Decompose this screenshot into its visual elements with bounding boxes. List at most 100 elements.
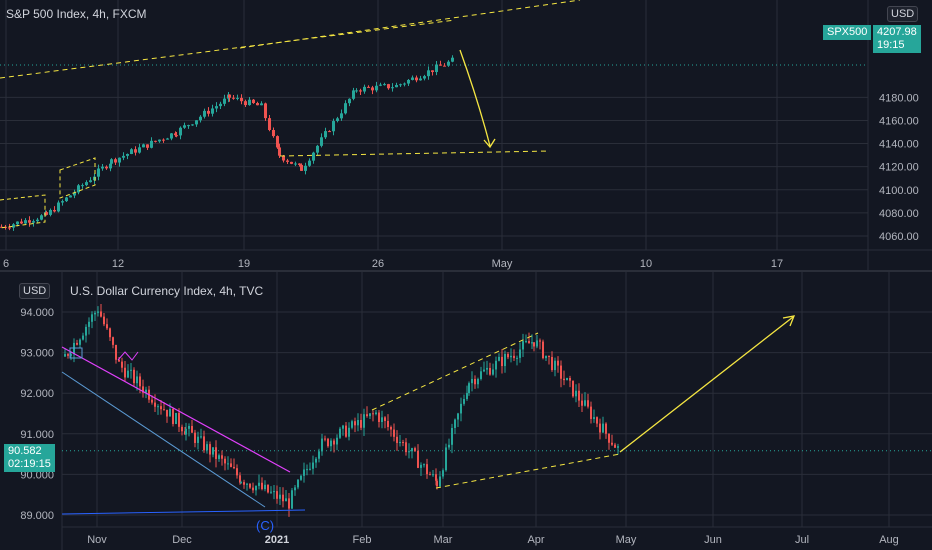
dxy-candle — [569, 378, 571, 381]
dxy-candle — [557, 360, 559, 366]
dxy-candle — [267, 484, 269, 493]
spx-candle — [73, 192, 76, 196]
pane-divider[interactable] — [0, 270, 932, 272]
dxy-chart-title: U.S. Dollar Currency Index, 4h, TVC — [70, 284, 264, 298]
dxy-candle — [124, 367, 126, 378]
dxy-chart-pane[interactable]: 89.000 90.000 91.000 92.000 93.000 94.000 Nov D… — [0, 272, 932, 550]
spx-chart-pane[interactable]: 4060.00 4080.00 4100.00 4120.00 4140.00 4160.… — [0, 0, 932, 270]
dxy-candle — [360, 420, 362, 428]
spx-candle — [85, 182, 88, 186]
dxy-candle — [330, 440, 332, 447]
spx-candle — [316, 145, 319, 153]
spx-candle — [0, 226, 3, 228]
dxy-candle — [587, 400, 589, 407]
spx-y-tick-label: 4120.00 — [879, 162, 919, 174]
dxy-candle — [445, 447, 447, 471]
dxy-candle — [507, 353, 509, 358]
dxy-candle — [73, 342, 75, 355]
spx-candle — [367, 86, 370, 88]
dxy-candle — [133, 369, 135, 384]
dxy-y-tick-label: 90.000 — [20, 469, 54, 481]
dxy-candle — [531, 342, 533, 344]
dxy-candle — [309, 468, 311, 470]
dxy-candle — [327, 438, 329, 447]
spx-y-tick-label: 4160.00 — [879, 115, 919, 127]
dxy-candle — [136, 376, 138, 384]
dxy-candle — [91, 314, 93, 322]
spx-candle — [290, 161, 293, 164]
dxy-candle — [411, 448, 413, 452]
spx-candle — [264, 103, 267, 119]
dxy-chart-canvas[interactable]: 89.000 90.000 91.000 92.000 93.000 94.000 Nov D… — [0, 272, 932, 550]
dxy-candle — [498, 356, 500, 361]
dxy-candle — [76, 342, 78, 345]
dxy-candle — [451, 427, 453, 445]
spx-candle — [138, 147, 141, 153]
dxy-candle — [548, 355, 550, 357]
dxy-countdown: 02:19:15 — [8, 458, 51, 470]
spx-candle — [134, 149, 137, 153]
spx-candle — [336, 118, 339, 122]
dxy-candle — [218, 455, 220, 459]
spx-candle — [415, 77, 418, 81]
spx-x-tick-label: 12 — [112, 258, 124, 270]
dxy-y-tick-label: 94.000 — [20, 307, 54, 319]
dxy-candle — [188, 426, 190, 429]
spx-candle — [154, 140, 157, 142]
dxy-candle — [348, 427, 350, 437]
dxy-candle — [590, 406, 592, 419]
spx-candle — [443, 65, 446, 67]
dxy-candle — [504, 353, 506, 367]
dxy-candle — [420, 464, 422, 468]
dxy-candle — [387, 420, 389, 428]
dxy-candle — [175, 412, 177, 424]
spx-wedge-outer-line — [239, 0, 581, 49]
dxy-candle — [258, 482, 260, 486]
spx-candle — [211, 108, 214, 114]
spx-early-channel-2 — [59, 157, 96, 199]
dxy-candle — [486, 367, 488, 370]
spx-candle — [16, 221, 19, 225]
dxy-candle — [510, 355, 512, 358]
dxy-channel-lower-line — [435, 453, 621, 489]
dxy-candle — [151, 399, 153, 403]
spx-x-tick-label: 26 — [372, 258, 384, 270]
spx-candle — [308, 160, 311, 166]
spx-candle — [175, 135, 178, 137]
spx-candle — [191, 124, 194, 126]
spx-candle — [89, 180, 92, 183]
dxy-candle — [399, 442, 401, 444]
dxy-candle — [608, 433, 610, 443]
dxy-candle — [118, 359, 120, 362]
spx-candle — [268, 118, 271, 131]
dxy-currency-badge[interactable]: USD — [19, 283, 51, 299]
spx-chart-canvas[interactable]: 4060.00 4080.00 4100.00 4120.00 4140.00 4160.… — [0, 0, 932, 270]
spx-currency-badge[interactable]: USD — [887, 6, 919, 22]
spx-candle — [179, 127, 182, 136]
spx-wedge-upper-line — [0, 19, 456, 79]
dxy-candle — [321, 438, 323, 452]
dxy-x-tick-label: Aug — [879, 534, 899, 546]
spx-candle — [387, 84, 390, 89]
spx-candle — [195, 120, 198, 125]
spx-candle — [340, 113, 343, 119]
spx-candle — [244, 101, 247, 106]
dxy-wave-marker — [117, 351, 139, 361]
spx-candle — [256, 103, 259, 106]
spx-candle — [215, 106, 218, 109]
spx-candle — [57, 202, 60, 212]
dxy-candle — [495, 360, 497, 370]
dxy-candle — [460, 403, 462, 414]
dxy-candle — [197, 436, 199, 443]
spx-candle — [49, 209, 52, 215]
dxy-candle — [127, 370, 129, 378]
dxy-candle — [417, 450, 419, 468]
spx-candle — [352, 90, 355, 99]
spx-candle — [150, 140, 153, 148]
dxy-candle — [209, 444, 211, 455]
dxy-candle — [273, 491, 275, 493]
dxy-candle — [261, 482, 263, 490]
dxy-candle — [457, 413, 459, 420]
spx-candle — [24, 220, 27, 224]
dxy-magenta-trend-line — [61, 346, 291, 473]
